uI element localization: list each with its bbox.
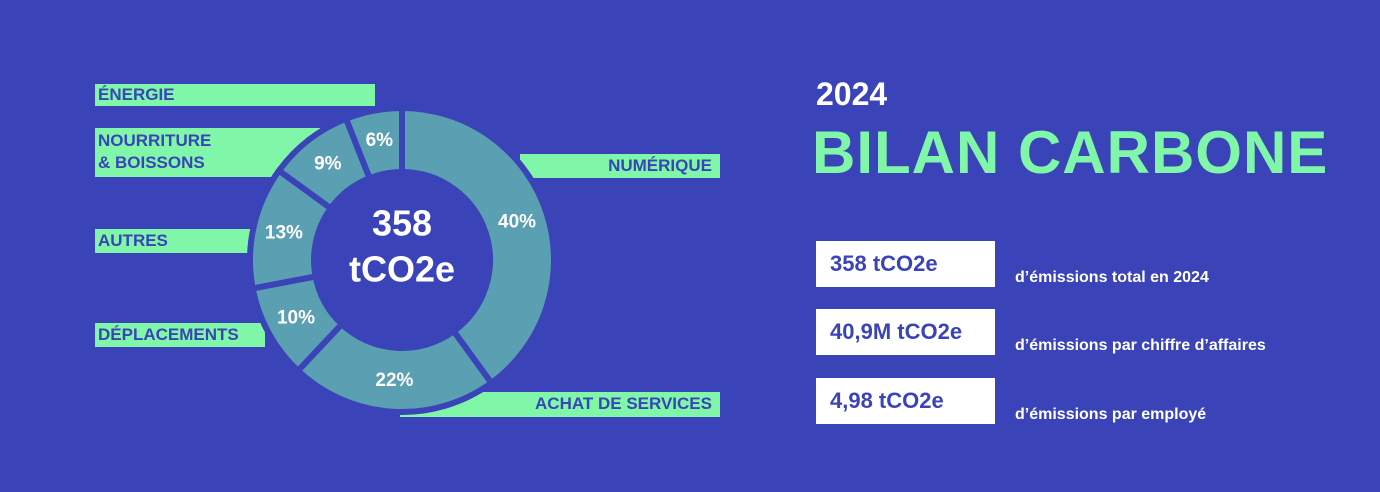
stat-label: d’émissions par chiffre d’affaires [1015, 337, 1266, 354]
stat-label: d’émissions total en 2024 [1015, 269, 1209, 286]
category-label: NOURRITURE & BOISSONS [98, 131, 212, 172]
donut-segment [399, 104, 557, 388]
stat-value: 358 tCO2e [816, 241, 995, 287]
label-bar [95, 84, 375, 106]
value-label: 6% [366, 130, 394, 151]
stat-value: 4,98 tCO2e [816, 378, 995, 424]
value-label: 13% [265, 223, 303, 244]
label-bar [520, 154, 720, 178]
value-label: 40% [498, 212, 536, 233]
year: 2024 [816, 76, 888, 112]
title: BILAN CARBONE [812, 119, 1329, 186]
center-value: 358 [372, 203, 432, 244]
label-bar [95, 229, 260, 253]
category-label: ACHAT DE SERVICES [535, 394, 712, 413]
value-label: 10% [277, 307, 315, 328]
value-label: 22% [375, 370, 413, 391]
donut-segment [293, 319, 496, 415]
value-label: 9% [314, 153, 342, 174]
label-bar [95, 323, 265, 347]
category-label: AUTRES [98, 231, 168, 250]
category-label: DÉPLACEMENTS [98, 325, 239, 344]
center-unit: tCO2e [349, 249, 455, 290]
category-label: NUMÉRIQUE [608, 156, 712, 175]
category-label: ÉNERGIE [98, 85, 175, 104]
stat-value: 40,9M tCO2e [816, 309, 995, 355]
stat-label: d’émissions par employé [1015, 406, 1207, 423]
donut-segment [342, 104, 405, 183]
